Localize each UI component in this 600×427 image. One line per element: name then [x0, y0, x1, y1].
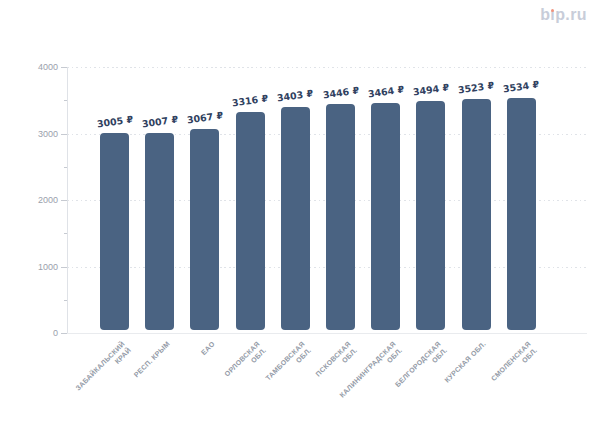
bar[interactable]	[416, 101, 445, 330]
y-axis-label: 3000	[18, 129, 58, 139]
bar[interactable]	[507, 98, 536, 330]
gridline	[67, 67, 587, 68]
bar[interactable]	[371, 103, 400, 330]
bar[interactable]	[190, 129, 219, 330]
y-axis-tick	[61, 333, 67, 334]
bar-value-label: 3067 ₽	[174, 108, 235, 127]
y-axis-label: 2000	[18, 195, 58, 205]
bar[interactable]	[326, 104, 355, 330]
bar[interactable]	[236, 112, 265, 330]
bar-chart: 010002000300040003005 ₽ЗАБАЙКАЛЬСКИЙ КРА…	[0, 0, 600, 427]
y-axis-label: 0	[18, 328, 58, 338]
bar[interactable]	[462, 99, 491, 330]
y-axis-line	[67, 67, 68, 333]
x-axis-line	[67, 333, 587, 334]
bar[interactable]	[100, 133, 129, 330]
bar[interactable]	[145, 133, 174, 330]
bar[interactable]	[281, 107, 310, 330]
x-axis-label: ЗАБАЙКАЛЬСКИЙ КРАЙ	[53, 340, 132, 419]
chart-page: bıp.ru 010002000300040003005 ₽ЗАБАЙКАЛЬС…	[0, 0, 600, 427]
y-axis-label: 4000	[18, 62, 58, 72]
y-axis-label: 1000	[18, 262, 58, 272]
